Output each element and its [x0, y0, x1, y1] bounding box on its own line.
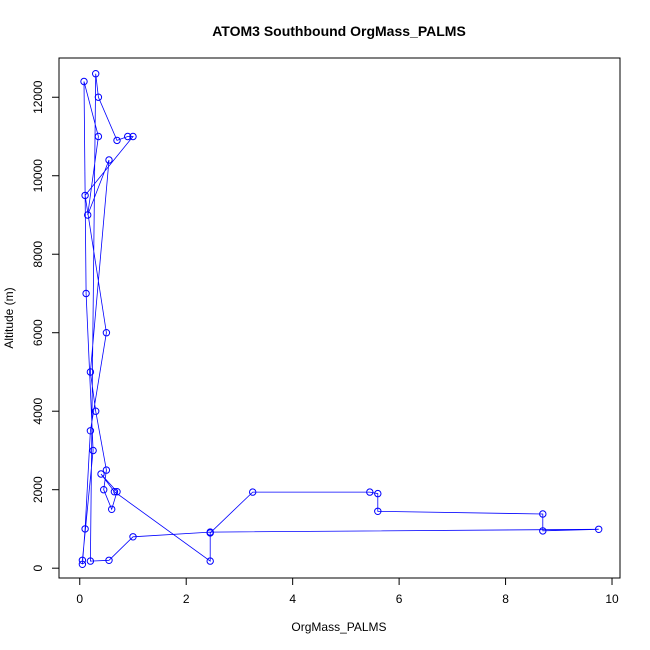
data-point [539, 527, 547, 535]
data-point [105, 556, 113, 564]
x-tick-label: 2 [183, 592, 190, 606]
y-tick-label: 10000 [31, 159, 45, 193]
x-tick-label: 6 [396, 592, 403, 606]
data-point [84, 211, 92, 219]
data-point [86, 427, 95, 435]
data-point [92, 70, 100, 78]
data-point [78, 560, 87, 568]
data-point [595, 525, 603, 533]
data-point [366, 488, 374, 496]
chart-title: ATOM3 Southbound OrgMass_PALMS [212, 23, 466, 39]
data-point [113, 488, 121, 496]
data-point [81, 525, 89, 533]
data-point [97, 470, 105, 478]
y-tick-label: 0 [31, 565, 45, 572]
x-tick-label: 8 [502, 592, 509, 606]
data-point [94, 93, 103, 101]
x-tick-label: 10 [605, 592, 619, 606]
y-tick-label: 2000 [31, 476, 45, 503]
data-point [110, 488, 119, 496]
y-tick-label: 4000 [31, 398, 45, 425]
y-axis: 0 2000 4000 6000 8000 10000 12000 [31, 80, 60, 572]
data-point [374, 507, 382, 515]
y-tick-label: 6000 [31, 319, 45, 346]
data-point [102, 466, 111, 474]
y-axis-label: Altitude (m) [2, 287, 16, 348]
data-point [129, 533, 137, 541]
data-point [539, 510, 547, 518]
data-point [89, 446, 97, 455]
plot-frame [58, 57, 621, 579]
x-axis: 0 2 4 6 8 10 [76, 577, 619, 606]
x-tick-label: 0 [76, 592, 83, 606]
y-tick-label: 12000 [31, 80, 45, 114]
x-tick-label: 4 [289, 592, 296, 606]
data-point [206, 557, 214, 565]
series-line [82, 73, 599, 565]
data-point [92, 407, 100, 415]
data-point [86, 368, 95, 376]
data-point [86, 557, 95, 565]
data-point [108, 505, 116, 513]
data-point [249, 488, 257, 496]
plot-area [78, 70, 603, 568]
data-point [113, 136, 121, 145]
data-point [80, 77, 88, 86]
y-tick-label: 8000 [31, 241, 45, 268]
data-point [82, 289, 90, 298]
data-point [129, 132, 137, 141]
data-point [81, 191, 89, 200]
data-point [100, 486, 108, 494]
data-point [105, 156, 113, 164]
data-point [94, 132, 103, 141]
data-point [124, 132, 132, 141]
data-point [78, 556, 87, 564]
data-point [206, 528, 214, 536]
data-point [374, 489, 382, 498]
data-point [102, 329, 111, 337]
x-axis-label: OrgMass_PALMS [291, 620, 386, 634]
